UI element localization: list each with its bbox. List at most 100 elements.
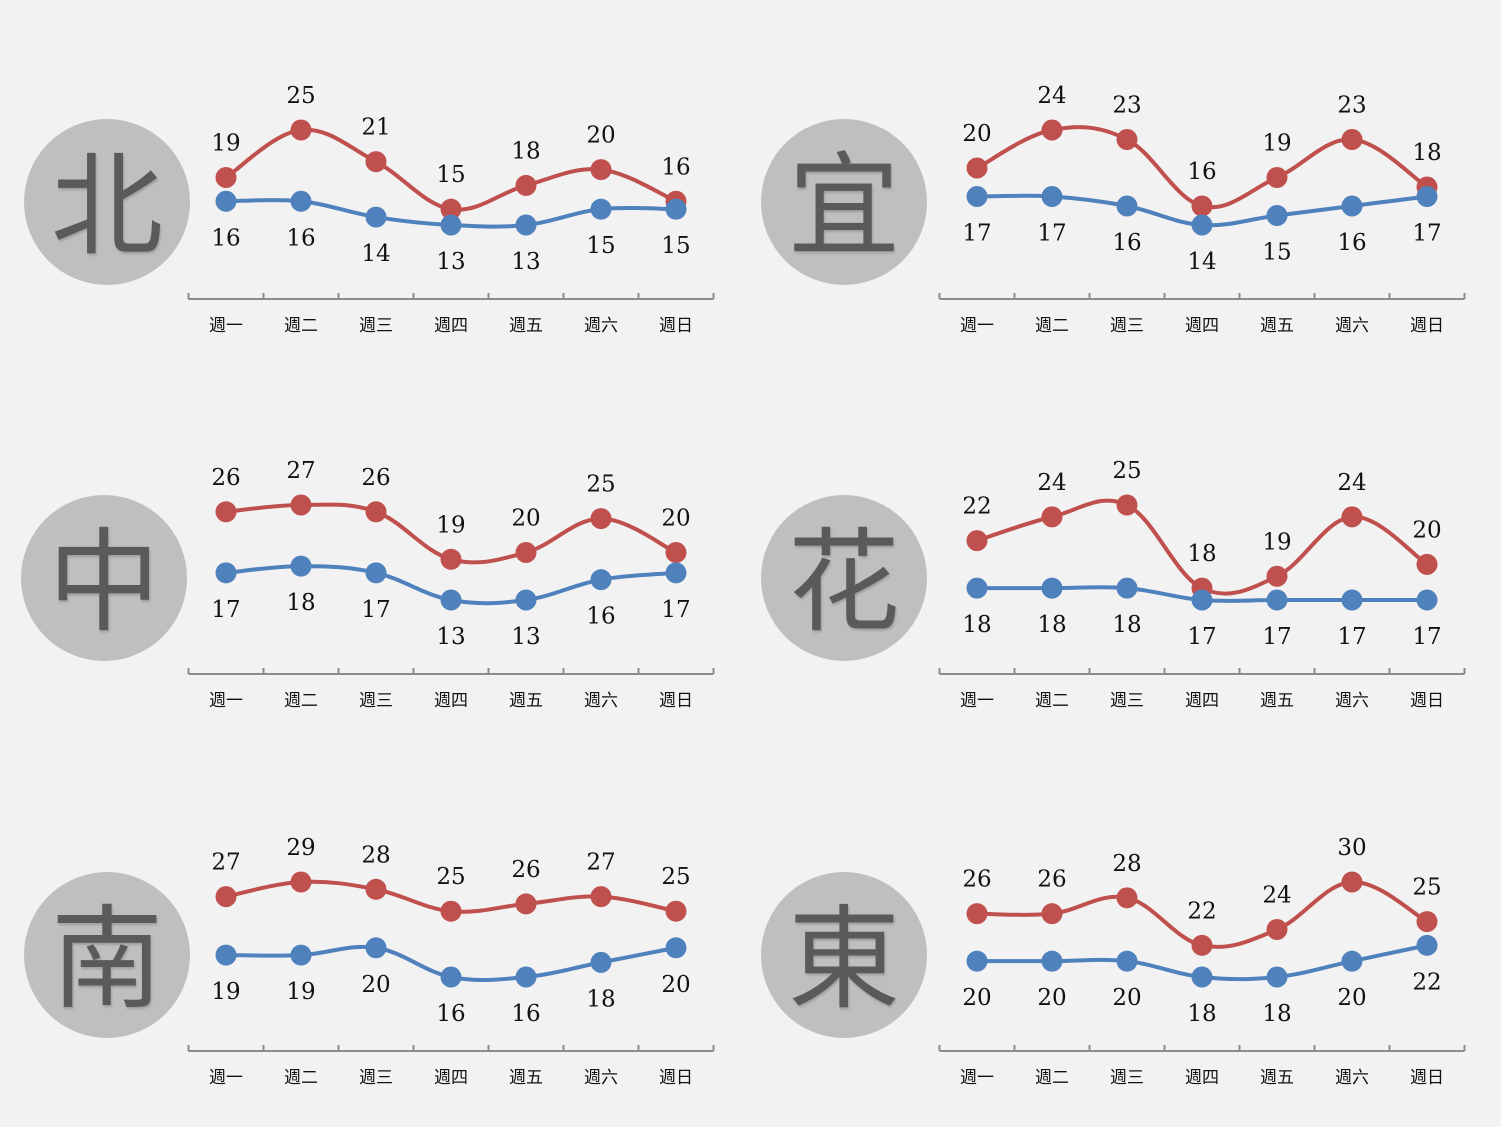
high-temp-point — [1116, 129, 1138, 150]
low-temp-point — [1341, 950, 1363, 972]
low-temp-point — [966, 950, 988, 972]
high-temp-label: 16 — [1187, 159, 1216, 185]
low-temp-point — [440, 966, 462, 988]
high-temp-point — [1041, 506, 1063, 528]
low-temp-label: 17 — [361, 597, 390, 623]
high-temp-point — [1341, 129, 1363, 150]
high-temp-label: 25 — [436, 864, 465, 890]
low-temp-point — [1266, 966, 1288, 988]
high-temp-point — [515, 542, 537, 563]
low-temp-label: 18 — [586, 986, 615, 1012]
region-badge: 南 — [24, 872, 190, 1038]
low-temp-label: 18 — [1187, 1001, 1216, 1027]
high-temp-label: 19 — [1262, 529, 1291, 555]
low-temp-label: 18 — [1037, 612, 1066, 638]
region-name: 北 — [51, 142, 163, 272]
region-name: 花 — [788, 518, 900, 648]
x-tick-label: 週三 — [1110, 1068, 1144, 1088]
high-temp-point — [1341, 506, 1363, 528]
high-temp-label: 26 — [1037, 867, 1066, 893]
high-temp-label: 24 — [1337, 470, 1366, 496]
low-temp-label: 18 — [286, 590, 315, 616]
high-temp-point — [1416, 553, 1438, 575]
region-name: 宜 — [788, 142, 900, 272]
x-tick-label: 週六 — [1335, 1068, 1369, 1088]
x-tick-label: 週六 — [584, 316, 618, 336]
temperature-line-chart: 週一 週二 週三 週四 週五 週六 週日 26 27 26 19 20 25 20 17 18 17 13 13 16… — [187, 458, 715, 711]
high-temp-label: 18 — [511, 138, 540, 164]
low-temp-point — [966, 186, 988, 207]
high-temp-point — [440, 198, 462, 220]
high-temp-label: 26 — [361, 465, 390, 491]
low-temp-point — [1116, 950, 1138, 972]
x-tick-label: 週四 — [1185, 316, 1219, 336]
high-temp-point — [1116, 887, 1138, 909]
low-temp-label: 17 — [211, 597, 240, 623]
high-temp-point — [1041, 903, 1063, 925]
x-tick-label: 週四 — [1185, 691, 1219, 711]
high-temp-point — [290, 494, 312, 516]
high-temp-point — [440, 900, 462, 922]
high-temp-point — [1191, 934, 1213, 956]
high-temp-point — [1116, 494, 1138, 516]
low-temp-point — [290, 190, 312, 212]
low-temp-label: 15 — [1262, 240, 1291, 266]
low-temp-label: 15 — [661, 233, 690, 259]
region-name: 南 — [51, 895, 163, 1025]
region-badge: 北 — [24, 119, 190, 285]
low-temp-label: 13 — [511, 624, 540, 650]
x-tick-label: 週三 — [1110, 316, 1144, 336]
high-temp-label: 26 — [211, 465, 240, 491]
high-temp-label: 16 — [661, 154, 690, 180]
low-temp-label: 17 — [1337, 624, 1366, 650]
low-temp-label: 20 — [661, 972, 690, 998]
low-temp-point — [590, 569, 612, 591]
low-temp-point — [365, 562, 387, 584]
high-temp-point — [215, 167, 237, 188]
high-temp-point — [440, 548, 462, 570]
high-temp-label: 27 — [286, 458, 315, 484]
high-temp-point — [1266, 919, 1288, 940]
low-temp-label: 18 — [962, 612, 991, 638]
high-temp-label: 22 — [1187, 898, 1216, 924]
low-temp-label: 20 — [1037, 985, 1066, 1011]
low-temp-point — [1416, 186, 1438, 207]
low-temp-label: 22 — [1412, 969, 1441, 995]
high-temp-point — [1416, 911, 1438, 933]
chart-panel-yilan: 宜 週一 週二 週三 週四 週五 週六 週日 20 24 23 16 19 23 18 17 17 16 14 15… — [750, 0, 1500, 375]
low-temp-label: 20 — [1337, 985, 1366, 1011]
high-temp-point — [1041, 119, 1063, 141]
high-temp-point — [590, 508, 612, 530]
high-temp-point — [365, 878, 387, 900]
high-temp-label: 19 — [1262, 131, 1291, 157]
high-temp-label: 25 — [661, 864, 690, 890]
x-tick-label: 週一 — [209, 316, 243, 336]
high-temp-label: 15 — [436, 162, 465, 188]
x-tick-label: 週一 — [960, 691, 994, 711]
high-temp-point — [290, 871, 312, 893]
region-badge: 中 — [21, 495, 187, 661]
low-temp-point — [1191, 966, 1213, 988]
temperature-line-chart: 週一 週二 週三 週四 週五 週六 週日 27 29 28 25 26 27 25 19 19 20 16 16 18… — [187, 835, 715, 1088]
x-tick-label: 週五 — [509, 1068, 543, 1088]
low-temp-point — [966, 577, 988, 599]
x-tick-label: 週日 — [659, 1068, 693, 1088]
high-temp-point — [966, 530, 988, 552]
high-temp-point — [1266, 167, 1288, 188]
high-temp-point — [966, 157, 988, 179]
high-temp-point — [1341, 871, 1363, 893]
low-temp-point — [590, 951, 612, 973]
low-temp-label: 18 — [1262, 1001, 1291, 1027]
high-temp-point — [515, 174, 537, 196]
high-temp-label: 24 — [1037, 470, 1066, 496]
high-temp-label: 24 — [1262, 883, 1291, 909]
region-badge: 東 — [761, 872, 927, 1038]
high-temp-label: 23 — [1337, 93, 1366, 119]
low-temp-label: 17 — [962, 221, 991, 247]
low-temp-point — [1341, 589, 1363, 611]
low-temp-label: 17 — [1262, 624, 1291, 650]
x-tick-label: 週二 — [284, 316, 318, 336]
x-tick-label: 週二 — [1035, 691, 1069, 711]
low-temp-label: 17 — [1412, 221, 1441, 247]
